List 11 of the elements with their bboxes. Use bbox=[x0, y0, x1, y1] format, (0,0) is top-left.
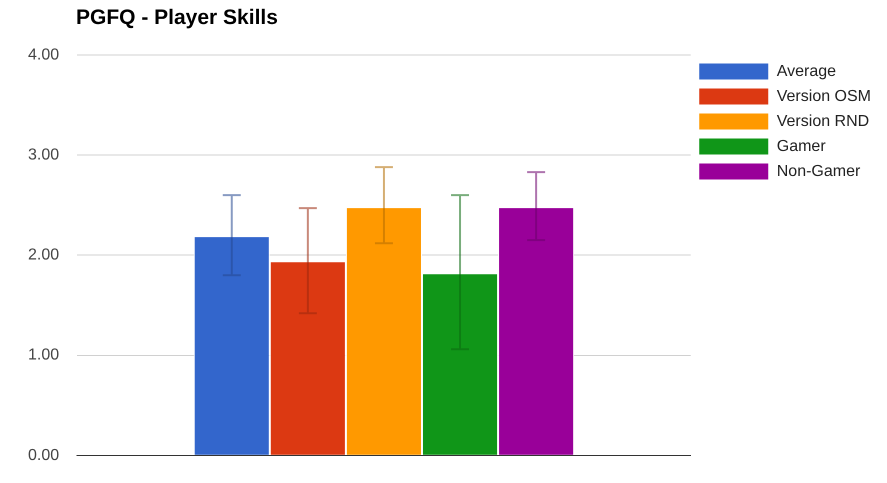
y-tick-label: 0.00 bbox=[28, 446, 60, 464]
y-tick-label: 2.00 bbox=[28, 246, 60, 264]
legend-label: Gamer bbox=[776, 138, 826, 155]
legend-label: Version OSM bbox=[776, 88, 872, 105]
legend-label: Average bbox=[776, 62, 836, 80]
chart-title: PGFQ - Player Skills bbox=[76, 6, 278, 30]
y-tick-label: 4.00 bbox=[28, 46, 60, 64]
y-tick-label: 1.00 bbox=[28, 346, 60, 364]
y-tick-label: 3.00 bbox=[28, 146, 60, 164]
legend-label: Version RND bbox=[776, 112, 870, 130]
legend-label: Non-Gamer bbox=[776, 162, 861, 180]
